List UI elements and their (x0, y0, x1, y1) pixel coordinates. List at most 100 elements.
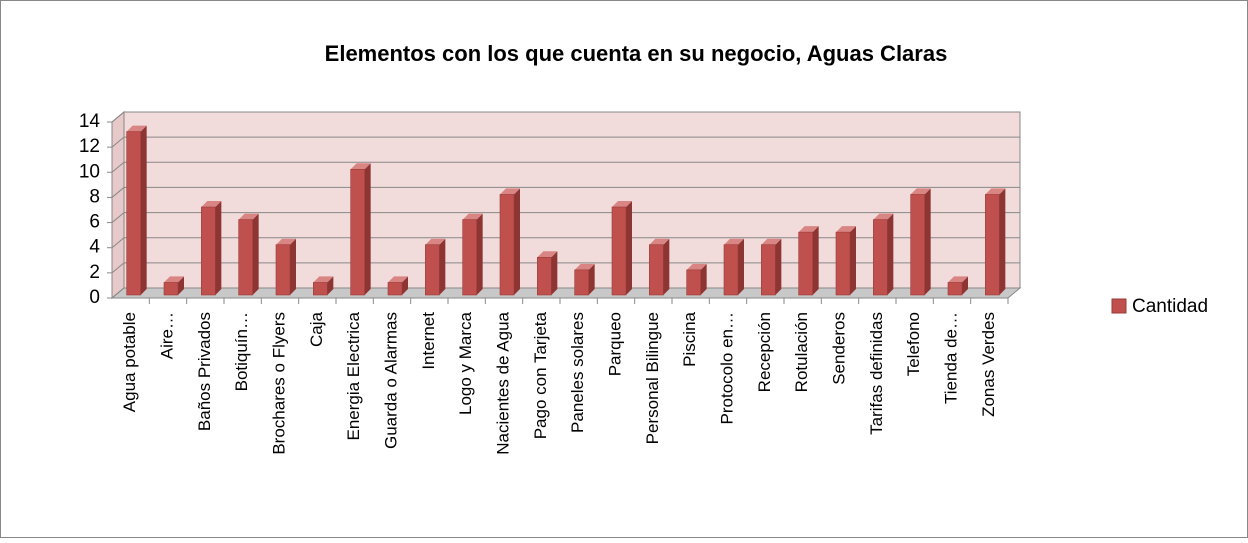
bar (425, 244, 440, 296)
bar-top (724, 238, 744, 245)
x-tick-label: Telefono (904, 312, 923, 376)
grid-line (111, 262, 1020, 274)
x-tick-label: Pago con Tarjeta (531, 311, 550, 439)
bar (350, 168, 365, 296)
bar-side (812, 226, 819, 295)
bar (126, 131, 141, 296)
bar (313, 282, 328, 296)
bar-top (238, 213, 259, 220)
bar-side (290, 238, 296, 295)
bar-side (514, 188, 520, 295)
bar-side (924, 188, 931, 295)
bar-top (798, 226, 819, 233)
bar-side (999, 188, 1006, 295)
bar (499, 194, 515, 296)
bar (537, 256, 552, 296)
bar-top (612, 201, 632, 207)
bar-side (850, 226, 856, 295)
bar (910, 194, 925, 296)
bar-top (164, 276, 184, 283)
bar (201, 206, 216, 296)
x-tick-label: Botiquín… (232, 312, 251, 391)
bar-side (178, 276, 184, 295)
x-tick-label: Personal Bilingue (643, 312, 662, 444)
grid-line (111, 136, 1020, 148)
bar-top (574, 263, 595, 270)
bar (873, 219, 888, 296)
bar-top (462, 213, 483, 220)
bar-top (350, 163, 371, 170)
x-tick-label: Baños Privados (195, 312, 214, 431)
x-tick-label: Aire… (157, 312, 176, 359)
bar-top (276, 238, 296, 245)
x-tick-label: Brochares o Flyers (269, 312, 288, 455)
bar-side (364, 163, 371, 295)
bar-top (948, 276, 968, 283)
x-tick-label: Rotulación (792, 312, 811, 392)
grid-line (111, 111, 1020, 123)
y-tick-label: 12 (79, 136, 100, 157)
bar-side (252, 213, 259, 295)
side-wall (111, 110, 125, 300)
bar-side (887, 213, 894, 295)
bar (686, 269, 701, 296)
bar-side (327, 276, 334, 295)
bar (387, 282, 403, 296)
legend-swatch (1111, 298, 1127, 314)
bar-side (626, 201, 632, 295)
bar-side (215, 201, 222, 295)
bar (723, 244, 739, 296)
bar (574, 269, 589, 296)
grid-line (111, 186, 1020, 198)
grid-line (111, 161, 1020, 173)
bar-side (476, 213, 483, 295)
bar (835, 231, 851, 296)
bar-side (962, 276, 968, 295)
x-tick-label: Recepción (755, 312, 774, 392)
bar-top (761, 238, 782, 245)
bar (611, 206, 627, 296)
x-tick-label: Energia Electrica (344, 311, 363, 440)
bar-top (910, 188, 931, 195)
bar-side (775, 238, 782, 295)
y-tick-label: 6 (89, 212, 100, 233)
x-tick-label: Nacientes de Agua (493, 311, 512, 454)
grid-line (111, 287, 1020, 299)
x-tick-label: Protocolo en… (717, 312, 736, 424)
bar-top (537, 251, 558, 258)
grid-line (111, 212, 1020, 223)
grid-line (111, 237, 1020, 249)
y-tick-label: 14 (79, 111, 101, 132)
x-tick-label: Guarda o Alarmas (381, 312, 400, 449)
bar (761, 244, 776, 296)
bar-side (402, 276, 408, 295)
x-tick-label: Piscina (680, 311, 699, 366)
y-tick-label: 0 (89, 287, 100, 308)
y-tick-label: 4 (89, 237, 100, 258)
x-tick-label: Parqueo (605, 312, 624, 376)
chart-title: Elementos con los que cuenta en su negoc… (325, 41, 948, 66)
legend-label: Cantidad (1132, 296, 1208, 317)
bar (985, 194, 1000, 296)
bar-side (551, 251, 558, 295)
bar-top (425, 238, 446, 245)
x-tick-label: Agua potable (120, 312, 139, 412)
bar-top (201, 201, 222, 207)
x-tick-label: Caja (307, 311, 326, 347)
x-tick-label: Senderos (829, 312, 848, 385)
bar-side (663, 238, 670, 295)
x-tick-label: Tienda de… (941, 312, 960, 404)
bar-top (313, 276, 334, 283)
y-tick-label: 8 (89, 186, 100, 207)
bar (798, 231, 813, 296)
x-tick-label: Paneles solares (568, 312, 587, 433)
bar (163, 282, 179, 296)
bar-top (126, 125, 147, 132)
x-tick-label: Tarifas definidas (867, 312, 886, 435)
bar-side (588, 263, 595, 295)
bar-side (700, 263, 707, 295)
bar-top (836, 226, 856, 233)
bar-top (500, 188, 520, 195)
x-tick-label: Internet (419, 312, 438, 370)
